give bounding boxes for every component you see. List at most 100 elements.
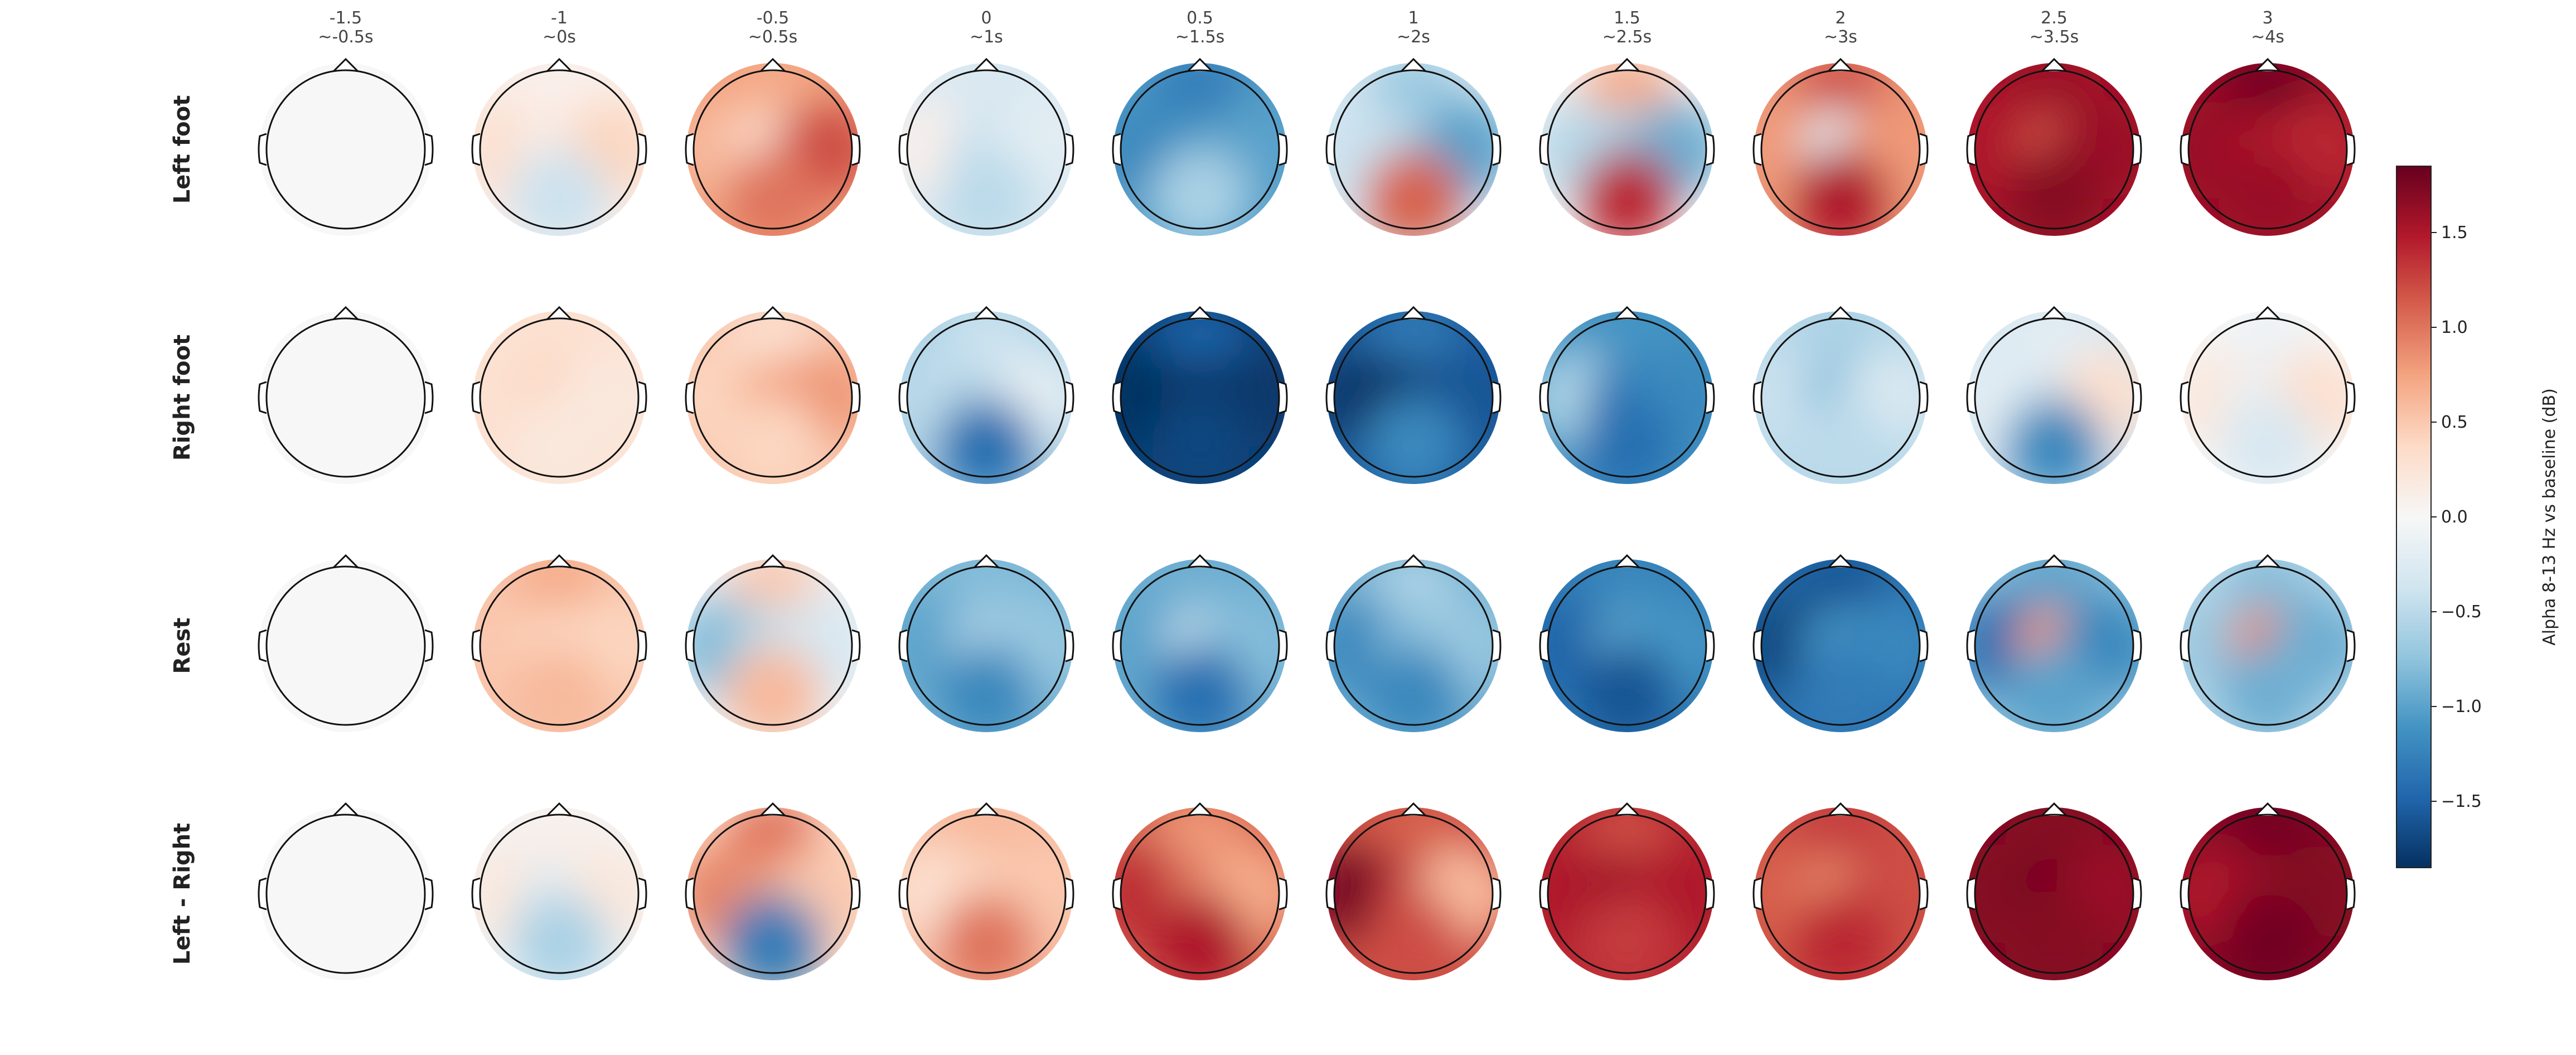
left-ear <box>1966 629 1975 662</box>
right-ear <box>424 877 434 911</box>
left-ear <box>1752 133 1762 166</box>
head-circle <box>1547 69 1707 230</box>
head-circle <box>1333 69 1494 230</box>
head-circle <box>479 814 640 974</box>
head-outline <box>2180 802 2356 974</box>
left-ear <box>1752 629 1762 662</box>
right-ear <box>1492 133 1502 166</box>
head-circle <box>265 565 426 726</box>
head-outline <box>898 57 1074 230</box>
region-value-blob <box>1791 398 1890 484</box>
topomap <box>1112 306 1288 484</box>
colorbar-tick-label: −1.5 <box>2441 792 2482 811</box>
region-value-blob <box>2218 646 2317 732</box>
left-ear <box>1752 381 1762 414</box>
nose <box>1400 306 1427 321</box>
column-time-label: -1.5 <box>330 8 362 28</box>
nose <box>759 306 786 321</box>
colorbar-tick-label: 0.0 <box>2441 507 2468 527</box>
right-ear <box>638 877 647 911</box>
left-ear <box>258 877 267 911</box>
region-value-blob <box>937 398 1036 484</box>
region-value-blob <box>510 894 609 980</box>
colorbar-tick-label: −1.0 <box>2441 697 2482 717</box>
nose <box>332 802 359 817</box>
right-ear <box>424 629 434 662</box>
colorbar-label: Alpha 8-13 Hz vs baseline (dB) <box>2540 388 2559 645</box>
right-ear <box>1279 877 1288 911</box>
region-value-blob <box>2218 894 2317 980</box>
nose <box>1187 306 1213 321</box>
nose <box>546 306 573 321</box>
head-outline <box>1112 802 1288 974</box>
left-ear <box>685 629 694 662</box>
region-value-blob <box>1577 398 1677 484</box>
head-outline <box>1752 802 1929 974</box>
nose <box>1187 554 1213 569</box>
right-ear <box>2133 877 2142 911</box>
left-ear <box>1752 877 1762 911</box>
head-outline <box>1325 57 1502 230</box>
head-outline <box>1539 57 1715 230</box>
topomap <box>1752 554 1929 732</box>
right-ear <box>2346 629 2356 662</box>
column-window-label: ~3s <box>1824 27 1857 47</box>
nose <box>2041 306 2067 321</box>
left-ear <box>1966 877 1975 911</box>
region-value-blob <box>510 149 609 236</box>
right-ear <box>2133 133 2142 166</box>
region-value-blob <box>2004 149 2104 236</box>
column-time-label: 2 <box>1835 8 1846 28</box>
colorbar: −1.5 −1.0 −0.5 0.0 0.5 1.0 1.5 Alpha 8-13 Hz vs… <box>2396 166 2559 868</box>
region-value-blob <box>1150 894 1250 980</box>
right-ear <box>1279 133 1288 166</box>
region-value-blob <box>296 149 395 236</box>
region-value-blob <box>296 646 395 732</box>
head-circle <box>1760 69 1921 230</box>
head-circle <box>906 317 1067 478</box>
right-ear <box>2133 629 2142 662</box>
nose <box>332 554 359 569</box>
left-ear <box>1112 133 1121 166</box>
region-value-blob <box>1577 646 1677 732</box>
head-outline <box>1112 554 1288 726</box>
head-outline <box>471 57 647 230</box>
nose <box>2254 306 2281 321</box>
nose <box>1400 554 1427 569</box>
nose <box>2041 554 2067 569</box>
topomap <box>258 306 434 484</box>
right-ear <box>1706 381 1715 414</box>
topomap <box>1539 306 1715 484</box>
left-ear <box>471 629 481 662</box>
topomap <box>1539 802 1715 980</box>
topomap <box>1752 306 1929 484</box>
right-ear <box>1706 133 1715 166</box>
region-value-blob <box>510 646 609 732</box>
topomap <box>898 802 1074 980</box>
region-value-blob <box>2004 894 2104 980</box>
head-circle <box>2187 814 2348 974</box>
region-value-blob <box>1791 894 1890 980</box>
column-time-label: 0 <box>981 8 991 28</box>
column-time-label: 3 <box>2262 8 2273 28</box>
column-window-label: ~3.5s <box>2030 27 2079 47</box>
topomap <box>1112 57 1288 236</box>
topomap <box>685 554 861 732</box>
head-circle <box>1974 814 2134 974</box>
nose <box>2254 554 2281 569</box>
region-value-blob <box>1150 149 1250 236</box>
region-value-blob <box>1364 894 1463 980</box>
head-circle <box>1120 565 1280 726</box>
left-ear <box>471 133 481 166</box>
topomap <box>1966 57 2142 236</box>
column-time-label: 2.5 <box>2041 8 2067 28</box>
head-outline <box>685 554 861 726</box>
head-circle <box>1120 317 1280 478</box>
right-ear <box>638 629 647 662</box>
right-ear <box>638 133 647 166</box>
topomap <box>898 554 1074 732</box>
region-value-blob <box>296 894 395 980</box>
nose <box>1400 802 1427 817</box>
topomap <box>1966 802 2142 980</box>
